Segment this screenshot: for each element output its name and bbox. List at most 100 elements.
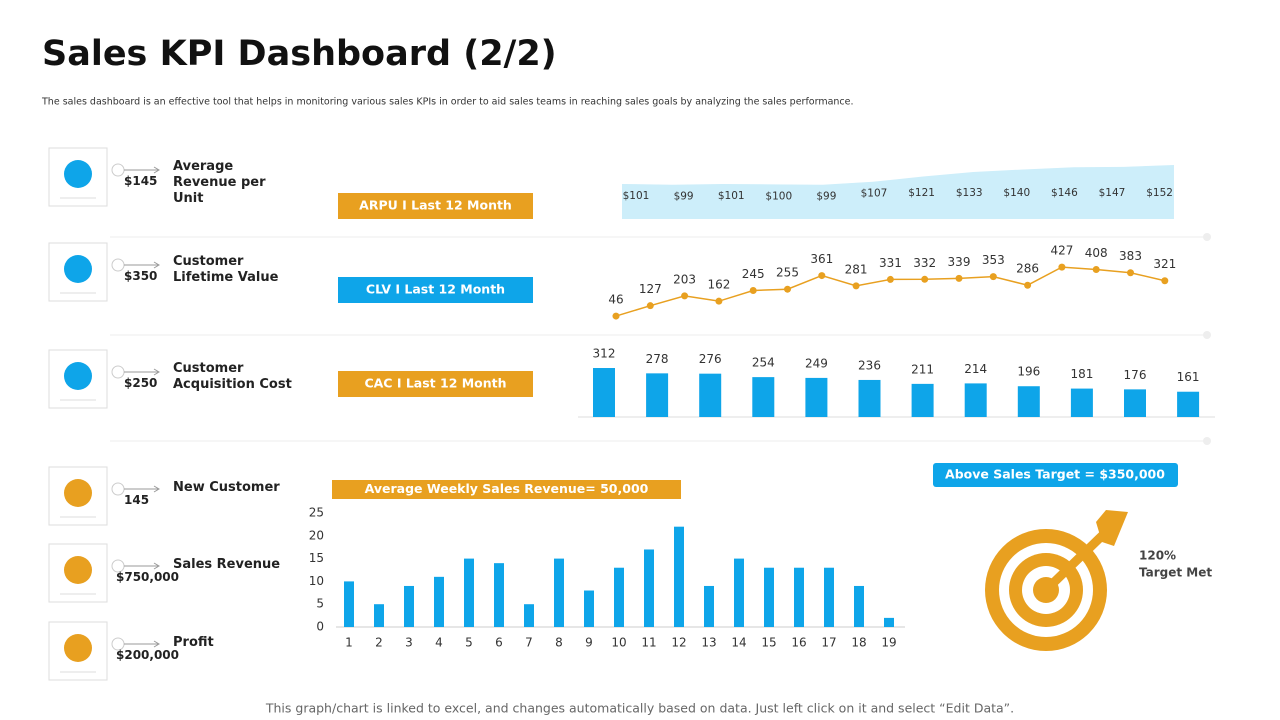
bar: [1070, 388, 1093, 417]
chart-title: CAC I Last 12 Month: [364, 376, 506, 391]
x-tick-label: 3: [405, 636, 413, 650]
arrowhead: [153, 261, 160, 269]
data-label: 176: [1124, 368, 1147, 382]
kpi-value: 145: [124, 493, 150, 507]
arrow-head: [1096, 510, 1128, 546]
data-label: $101: [623, 190, 650, 202]
point: [1092, 266, 1100, 274]
point: [784, 285, 791, 293]
footer: This graph/chart is linked to excel, and…: [265, 701, 1014, 716]
banner: [338, 277, 533, 303]
bar: [344, 581, 354, 627]
kpi-label: Customer Lifetime Value: [173, 254, 279, 285]
bar: [674, 526, 684, 627]
icon: [64, 160, 92, 188]
bar: [858, 379, 881, 417]
bar: [614, 567, 624, 627]
point: [1058, 263, 1066, 271]
bar: [646, 373, 669, 417]
point: [1127, 269, 1134, 277]
point: [646, 302, 654, 310]
dot: [1203, 331, 1211, 339]
kpi-label: New Customer: [173, 480, 280, 495]
kpi-value: $750,000: [116, 570, 180, 584]
x-tick-label: 18: [851, 636, 866, 650]
data-label: 255: [776, 266, 799, 280]
icon: [64, 479, 92, 507]
x-tick-label: 16: [791, 636, 806, 650]
kpi-value: $145: [124, 174, 158, 188]
description: The sales dashboard is an effective tool…: [41, 97, 854, 108]
bar: [593, 368, 615, 417]
x-tick-label: 6: [495, 636, 503, 650]
banner: [933, 463, 1178, 487]
connector-dot: [111, 482, 125, 496]
bar: [434, 576, 444, 627]
separator-dots: [1203, 233, 1211, 445]
bar: [854, 585, 864, 627]
point: [1161, 277, 1169, 285]
bar: [524, 604, 534, 627]
data-label: 353: [982, 253, 1005, 267]
banner: [332, 480, 681, 499]
area: [622, 164, 1174, 219]
data-label: $146: [1051, 187, 1078, 199]
data-label: 236: [858, 358, 881, 372]
x-tick-label: 17: [821, 636, 836, 650]
bar: [404, 585, 414, 627]
kpi-value: $200,000: [116, 648, 180, 662]
x-tick-label: 9: [585, 636, 593, 650]
x-tick-label: 10: [611, 636, 626, 650]
point: [955, 274, 963, 282]
point: [818, 272, 826, 280]
bar: [764, 567, 774, 627]
point: [852, 282, 860, 290]
data-label: 276: [699, 352, 722, 366]
banner: [338, 193, 533, 219]
line: [615, 266, 1165, 317]
x-tick-label: 2: [375, 636, 383, 650]
data-label: 321: [1153, 257, 1176, 271]
x-tick-label: 14: [731, 636, 746, 650]
data-label: 361: [810, 252, 833, 266]
arrowhead: [153, 368, 160, 376]
point: [715, 297, 723, 305]
y-tick-label: 10: [309, 574, 324, 588]
icon: [64, 255, 92, 283]
point: [921, 275, 929, 283]
data-label: 312: [593, 347, 616, 361]
bar: [1124, 389, 1146, 417]
data-label: 161: [1177, 370, 1200, 384]
bar: [554, 558, 564, 627]
connector-dot: [111, 365, 125, 379]
kpi-label: Customer Acquisition Cost: [173, 361, 292, 392]
data-label: $99: [816, 191, 836, 203]
target-value: 120%: [1139, 549, 1176, 563]
separators: [110, 236, 1207, 442]
bar: [964, 383, 987, 417]
data-label: 127: [639, 282, 662, 296]
bar: [805, 377, 828, 417]
data-label: 281: [845, 262, 868, 276]
data-label: 211: [911, 362, 934, 376]
data-label: 181: [1070, 367, 1093, 381]
bar: [911, 383, 934, 417]
bar: [464, 558, 474, 627]
point: [886, 275, 894, 283]
bar: [644, 549, 654, 627]
data-label: 254: [752, 356, 775, 370]
data-label: $101: [718, 190, 745, 202]
data-label: 46: [608, 293, 623, 307]
point: [681, 292, 689, 300]
data-label: 196: [1017, 365, 1040, 379]
x-tick-label: 19: [881, 636, 896, 650]
bar: [699, 373, 722, 417]
data-label: $107: [861, 188, 888, 200]
data-label: $140: [1003, 187, 1030, 199]
chart-title: Average Weekly Sales Revenue= 50,000: [365, 481, 649, 496]
x-tick-label: 1: [345, 636, 353, 650]
kpi-value: $250: [124, 376, 158, 390]
bar: [704, 585, 714, 627]
bar: [1017, 386, 1040, 417]
